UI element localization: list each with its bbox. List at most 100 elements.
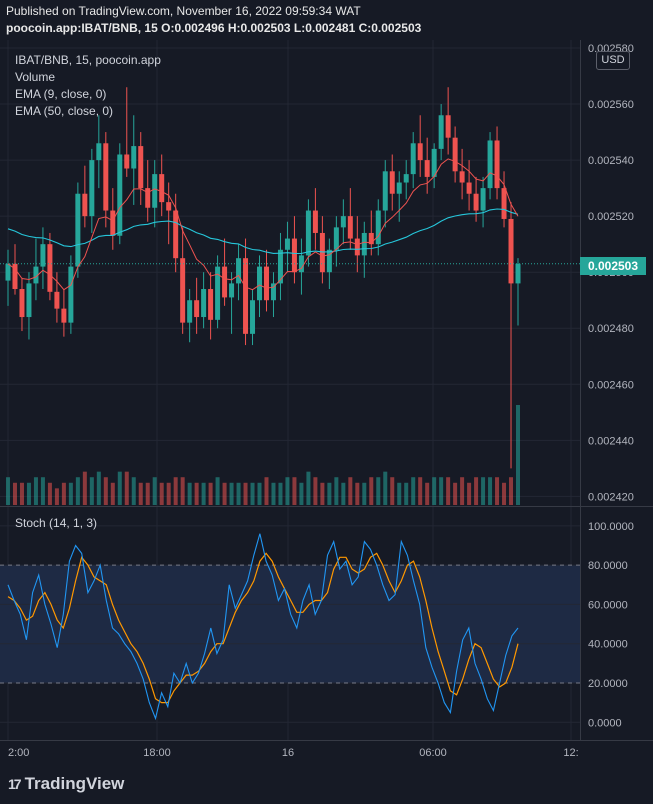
candle-body [222, 266, 228, 298]
candle-body [131, 146, 137, 169]
candle-body [319, 232, 325, 273]
tradingview-logo[interactable]: 17 TradingView [8, 774, 124, 794]
candle-body [452, 137, 458, 172]
candle-body [347, 216, 353, 239]
volume-bar [194, 482, 199, 505]
volume-bar [61, 482, 66, 505]
candle-body [103, 143, 109, 211]
volume-bar [397, 482, 402, 505]
candle-body [138, 146, 144, 189]
volume-bar [117, 471, 122, 505]
volume-bar [320, 482, 325, 505]
candle-body [110, 210, 116, 236]
volume-bar [250, 482, 255, 505]
candle-body [250, 300, 256, 334]
candle-body [201, 289, 207, 318]
candle-body [431, 148, 437, 177]
candle-body [33, 266, 39, 284]
volume-bar [369, 477, 374, 505]
volume-bar [334, 477, 339, 505]
price-tick-label: 0.002560 [588, 99, 634, 111]
volume-bar [341, 482, 346, 505]
candle-body [375, 210, 381, 245]
volume-bar [131, 477, 136, 505]
volume-bar [222, 482, 227, 505]
volume-bar [306, 471, 311, 505]
volume-bar [201, 482, 206, 505]
candle-body [389, 171, 395, 194]
candle-body [145, 188, 151, 208]
volume-bar [446, 477, 451, 505]
candle-body [424, 160, 430, 177]
volume-bar [362, 482, 367, 505]
candle-body [47, 244, 53, 292]
volume-bar [229, 482, 234, 505]
candle-body [515, 263, 521, 284]
stoch-tick-label: 40.0000 [588, 639, 628, 651]
volume-bar [502, 482, 507, 505]
time-tick-label: 18:00 [143, 747, 171, 759]
candle-body [26, 283, 32, 318]
volume-bar [516, 405, 520, 505]
candle-body [61, 308, 67, 323]
volume-bar [404, 482, 409, 505]
candle-body [487, 140, 493, 189]
candle-body [166, 202, 172, 211]
volume-bar [313, 477, 318, 505]
candle-body [305, 210, 311, 256]
volume-bar [26, 482, 31, 505]
stoch-d-line [7, 552, 519, 704]
candle-body [215, 266, 221, 320]
candle-body [396, 182, 402, 194]
legend-symbol: IBAT/BNB, 15, poocoin.app [15, 53, 161, 67]
volume-bar [82, 471, 87, 505]
stoch-tick-label: 100.0000 [588, 521, 634, 533]
candle-body [124, 154, 130, 169]
stoch-tick-label: 60.0000 [588, 599, 628, 611]
volume-bar [264, 477, 269, 505]
volume-bar [40, 477, 45, 505]
candle-body [243, 258, 249, 334]
candle-body [466, 182, 472, 194]
volume-bar [47, 482, 52, 505]
ohlc-readout: poocoin.app:IBAT/BNB, 15 O:0.002496 H:0.… [6, 21, 422, 35]
candle-body [403, 174, 409, 183]
price-tick-label: 0.002440 [588, 435, 634, 447]
candle-body [382, 171, 388, 211]
time-tick-label: 12: [563, 747, 578, 759]
candle-body [89, 160, 95, 217]
volume-bar [12, 482, 17, 505]
last-price-tag: 0.002503 [580, 257, 646, 275]
volume-bar [19, 482, 24, 505]
volume-bar [166, 482, 171, 505]
volume-series [6, 405, 520, 505]
candle-body [508, 218, 514, 284]
candle-body [68, 266, 74, 323]
candle-body [459, 171, 465, 183]
published-caption: Published on TradingView.com, November 1… [6, 4, 361, 18]
volume-bar [495, 477, 500, 505]
candle-body [417, 143, 423, 161]
candle-body [480, 188, 486, 211]
volume-bar [236, 482, 241, 505]
volume-bar [243, 482, 248, 505]
legend-stoch: Stoch (14, 1, 3) [15, 516, 98, 530]
candle-body [270, 283, 276, 301]
price-tick-label: 0.002540 [588, 155, 634, 167]
candle-body [263, 266, 269, 301]
volume-bar [68, 482, 73, 505]
currency-button[interactable]: USD [596, 51, 630, 70]
tradingview-logo-icon: 17 [8, 776, 22, 792]
volume-bar [474, 477, 479, 505]
candle-body [257, 266, 263, 301]
volume-bar [481, 477, 486, 505]
candle-body [96, 143, 102, 161]
volume-bar [390, 477, 395, 505]
candle-body [312, 210, 318, 233]
candle-body [173, 210, 179, 259]
stoch-tick-label: 0.0000 [588, 717, 622, 729]
volume-bar [418, 477, 423, 505]
candle-body [159, 174, 165, 203]
volume-bar [432, 477, 437, 505]
